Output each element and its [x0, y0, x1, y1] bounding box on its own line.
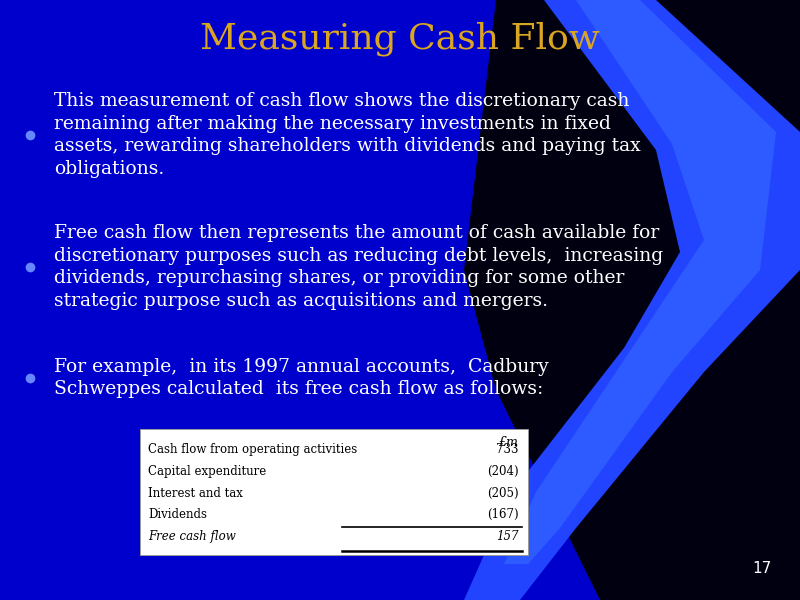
Text: (205): (205): [486, 487, 518, 500]
Text: Dividends: Dividends: [148, 508, 207, 521]
Text: Interest and tax: Interest and tax: [148, 487, 243, 500]
Text: Capital expenditure: Capital expenditure: [148, 465, 266, 478]
Text: (204): (204): [486, 465, 518, 478]
Text: Measuring Cash Flow: Measuring Cash Flow: [200, 22, 600, 56]
Text: For example,  in its 1997 annual accounts,  Cadbury
Schweppes calculated  its fr: For example, in its 1997 annual accounts…: [54, 358, 549, 398]
Text: Free cash flow then represents the amount of cash available for
discretionary pu: Free cash flow then represents the amoun…: [54, 224, 663, 310]
Text: £m: £m: [498, 436, 518, 449]
Polygon shape: [464, 0, 800, 600]
Polygon shape: [504, 0, 776, 564]
Text: Cash flow from operating activities: Cash flow from operating activities: [148, 443, 358, 457]
Text: Free cash flow: Free cash flow: [148, 530, 236, 543]
Text: 733: 733: [496, 443, 518, 457]
Text: 157: 157: [496, 530, 518, 543]
Text: (167): (167): [486, 508, 518, 521]
Text: 17: 17: [753, 561, 772, 576]
Polygon shape: [464, 0, 800, 600]
FancyBboxPatch shape: [140, 429, 528, 555]
Text: This measurement of cash flow shows the discretionary cash
remaining after makin: This measurement of cash flow shows the …: [54, 92, 641, 178]
